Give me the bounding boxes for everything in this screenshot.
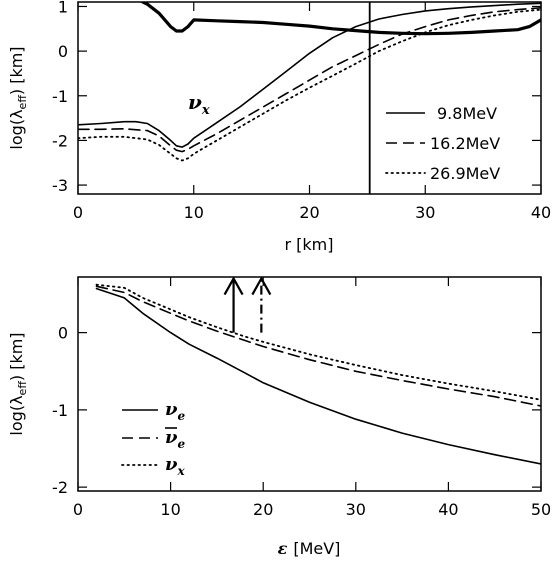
y-tick-label: -3 <box>52 176 68 195</box>
legend-label-2: 16.2MeV <box>430 134 500 153</box>
series-line-top-3 <box>78 8 541 162</box>
y-tick-label: 0 <box>58 324 68 343</box>
panel-top: 0 10 20 30 40-3-2-101 r [km] log(λeff) [km] … <box>7 0 551 254</box>
x-tick-label: 20 <box>253 500 273 519</box>
y-tick-label: -1 <box>52 401 68 420</box>
y-tick-label: -2 <box>52 131 68 150</box>
y-tick-label: -1 <box>52 87 68 106</box>
x-tick-label: 30 <box>346 500 366 519</box>
y-tick-label: -2 <box>52 478 68 497</box>
legend-label-nux: νx <box>165 454 186 478</box>
y-tick-label: 0 <box>58 42 68 61</box>
legend-label-3: 26.9MeV <box>430 164 500 183</box>
axis-ticks-bottom: 0 10 20 30 40 50 -2 -1 0 <box>52 277 551 519</box>
x-tick-label: 50 <box>531 500 551 519</box>
y-axis-label-top: log(λeff) [km] <box>7 46 29 149</box>
legend-label-nuebar: νe <box>165 427 186 451</box>
x-tick-label: 40 <box>531 203 551 222</box>
series-line-bottom-3 <box>95 283 541 401</box>
arrow-head-1 <box>223 276 244 296</box>
y-axis-label-bottom: log(λeff) [km] <box>7 332 29 435</box>
panel-bottom: 0 10 20 30 40 50 -2 -1 0 ε [MeV] log(λeff) [km] ν… <box>7 276 551 558</box>
x-tick-label: 0 <box>73 500 83 519</box>
annotation-nu-x: νx <box>188 90 210 118</box>
arrows-group <box>223 276 272 333</box>
series-line-top-2 <box>78 7 541 153</box>
series-group-top <box>78 2 541 194</box>
x-axis-label-bottom: ε [MeV] <box>278 539 341 558</box>
series-line-bottom-2 <box>95 285 541 407</box>
axis-ticks-top: 0 10 20 30 40 -3 -2 -1 0 1 <box>52 0 551 222</box>
x-axis-label-top: r [km] <box>285 235 334 254</box>
legend-label-1: 9.8MeV <box>437 104 497 123</box>
legend-label-nue: νe <box>165 399 186 423</box>
legend-bottom: νe νe νx <box>121 399 186 478</box>
x-tick-label: 40 <box>438 500 458 519</box>
series-line-top-4 <box>141 2 541 36</box>
y-tick-label: 1 <box>58 0 68 16</box>
arrow-head-2 <box>251 276 272 296</box>
plot-frame-bottom <box>77 276 542 492</box>
x-tick-label: 10 <box>160 500 180 519</box>
series-group-bottom <box>95 283 541 465</box>
series-line-top-1 <box>78 2 541 148</box>
x-tick-label: 30 <box>415 203 435 222</box>
x-tick-label: 0 <box>73 203 83 222</box>
series-line-bottom-1 <box>95 287 541 465</box>
x-tick-label: 20 <box>299 203 319 222</box>
legend-top: 9.8MeV 16.2MeV 26.9MeV <box>385 104 500 183</box>
x-tick-label: 10 <box>184 203 204 222</box>
